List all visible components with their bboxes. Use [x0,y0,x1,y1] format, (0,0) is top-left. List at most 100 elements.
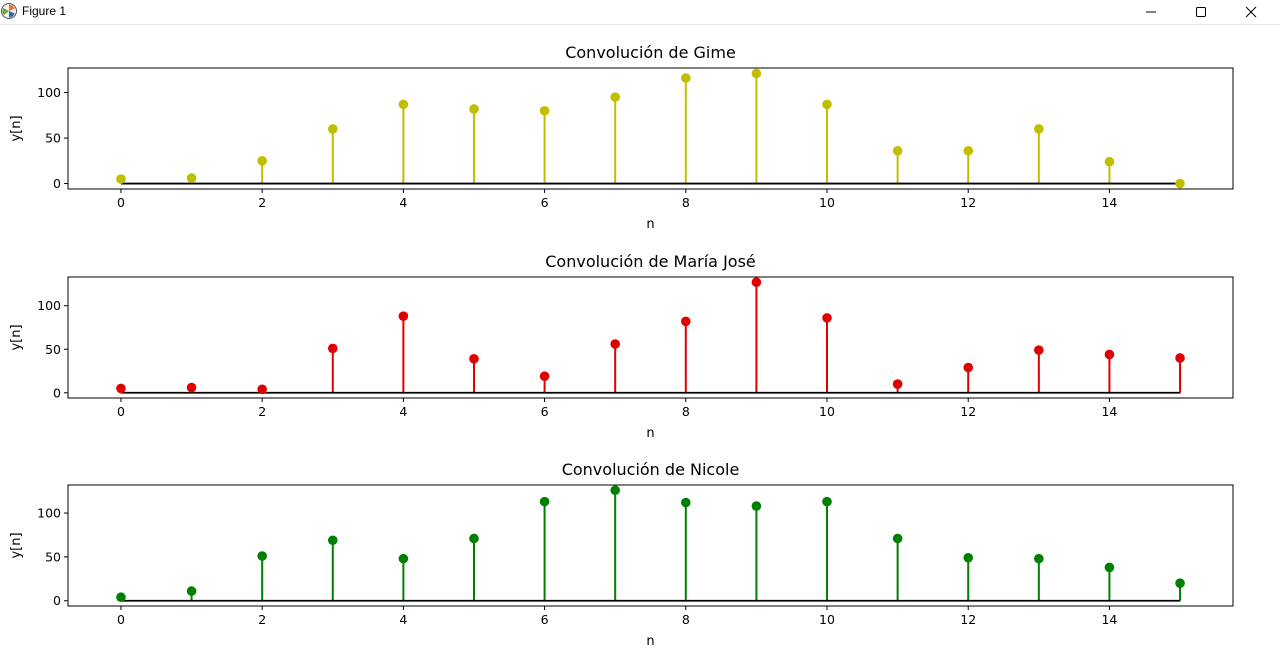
stem-marker [1104,156,1115,167]
stem-marker [186,382,197,393]
x-tick-label: 10 [819,612,835,627]
stem-marker [116,174,126,184]
stem-marker [186,586,197,596]
x-tick-label: 10 [819,195,835,210]
stem-marker [963,362,974,373]
x-tick-label: 8 [682,612,690,627]
stem-marker [116,383,126,394]
stem-marker [751,277,762,288]
x-tick-label: 0 [117,195,125,210]
stem-marker [398,99,409,110]
stem-marker [1104,562,1115,573]
stem-marker [327,124,338,134]
stem-marker [892,379,903,389]
stem-marker [327,343,338,354]
y-axis-label: y[n] [9,532,24,558]
y-tick-label: 100 [37,85,61,100]
subplot-1: Convolución de Gime 0 2 4 6 8 10 12 14 0 50 100 n y[n… [9,43,1234,232]
x-axis-label: n [646,217,654,232]
stem-marker [610,339,620,349]
stem-marker [186,173,197,183]
x-tick-label: 2 [258,612,266,627]
stem-marker [892,533,903,544]
stem-marker [539,496,550,507]
y-tick-label: 100 [37,298,61,313]
matplotlib-icon [1,3,17,19]
stem-marker [257,551,267,561]
stem-marker [822,313,832,323]
x-tick-label: 6 [541,612,549,627]
stem-marker [1104,349,1115,360]
stem-marker [539,371,550,382]
stem-marker [681,497,691,508]
maximize-icon [1196,7,1206,17]
x-tick-label: 12 [960,612,976,627]
minimize-button[interactable] [1128,0,1174,24]
x-tick-label: 4 [399,404,407,419]
stem-marker [469,354,479,364]
axes-frame [67,276,1234,399]
close-icon [1245,6,1257,18]
stem-marker [1034,553,1044,564]
x-tick-label: 12 [960,195,976,210]
x-tick-label: 10 [819,404,835,419]
stem-marker [257,155,267,166]
y-tick-label: 0 [53,593,61,608]
x-tick-label: 4 [399,195,407,210]
axes-frame [67,484,1234,607]
x-tick-label: 14 [1101,612,1117,627]
x-tick-label: 0 [117,612,125,627]
stem-marker [327,535,338,546]
stem-marker [469,104,479,114]
stem-marker [610,92,620,102]
stem-marker [1175,578,1185,589]
stem-marker [681,73,691,83]
chart-title: Convolución de Nicole [562,460,740,479]
subplot-2: Convolución de María José 0 2 4 6 8 10 12 14 0 50 1… [9,252,1234,441]
x-tick-label: 4 [399,612,407,627]
close-button[interactable] [1228,0,1274,24]
y-tick-label: 100 [37,506,61,521]
stem-marker [681,316,691,327]
x-tick-label: 14 [1101,404,1117,419]
x-axis-label: n [646,634,654,649]
x-tick-label: 14 [1101,195,1117,210]
stem-marker [1034,124,1044,134]
x-tick-label: 6 [541,404,549,419]
minimize-icon [1146,11,1156,13]
x-tick-label: 8 [682,404,690,419]
x-tick-label: 2 [258,404,266,419]
stem-marker [1034,345,1044,355]
chart-title: Convolución de María José [545,252,756,271]
y-tick-label: 0 [53,385,61,400]
x-tick-label: 8 [682,195,690,210]
y-tick-label: 50 [45,549,61,564]
stem-marker [469,533,479,544]
stem-marker [257,384,267,395]
stem-marker [398,311,409,321]
stem-marker [1175,178,1185,189]
stem-marker [822,99,832,110]
x-axis-label: n [646,426,654,441]
y-tick-label: 0 [53,176,61,191]
stem-marker [116,592,126,603]
stem-marker [398,553,409,564]
axes-frame [67,67,1234,190]
y-tick-label: 50 [45,131,61,146]
stem-marker [539,105,550,116]
stem-marker [610,485,620,496]
subplot-3: Convolución de Nicole 0 2 4 6 8 10 12 14 0 50 100 n y… [9,460,1234,649]
y-axis-label: y[n] [9,115,24,141]
stem-marker [822,496,832,507]
y-axis-label: y[n] [9,324,24,350]
stem-marker [751,68,762,79]
chart-title: Convolución de Gime [565,43,736,62]
maximize-button[interactable] [1178,0,1224,24]
x-tick-label: 12 [960,404,976,419]
stem-marker [963,145,974,156]
x-tick-label: 6 [541,195,549,210]
x-tick-label: 0 [117,404,125,419]
stem-marker [892,145,903,156]
y-tick-label: 50 [45,342,61,357]
